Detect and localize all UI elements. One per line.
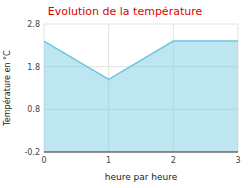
x-tick-label: 2 (171, 156, 176, 165)
y-tick-label: 1.8 (27, 63, 40, 72)
grid (44, 24, 238, 152)
chart: 0 1 2 3 -0.2 0.8 1.8 2.8 Evolution de la tempéra… (0, 0, 250, 188)
y-axis-label: Température en °C (2, 50, 12, 127)
grid-line-y (44, 24, 238, 25)
x-axis-line (44, 152, 238, 153)
grid-line-y (44, 152, 238, 153)
y-tick-label: 0.8 (27, 105, 40, 114)
area (44, 41, 238, 152)
plot-area (44, 41, 238, 152)
title: Evolution de la température (48, 5, 203, 18)
x-tick-label: 0 (41, 156, 46, 165)
x-axis-label: heure par heure (105, 172, 178, 182)
axes: 0 1 2 3 -0.2 0.8 1.8 2.8 (24, 20, 240, 165)
x-tick-label: 3 (235, 156, 240, 165)
y-tick-label: 2.8 (27, 20, 40, 29)
y-tick-label: -0.2 (24, 148, 40, 157)
x-tick-label: 1 (106, 156, 111, 165)
line (44, 41, 238, 79)
